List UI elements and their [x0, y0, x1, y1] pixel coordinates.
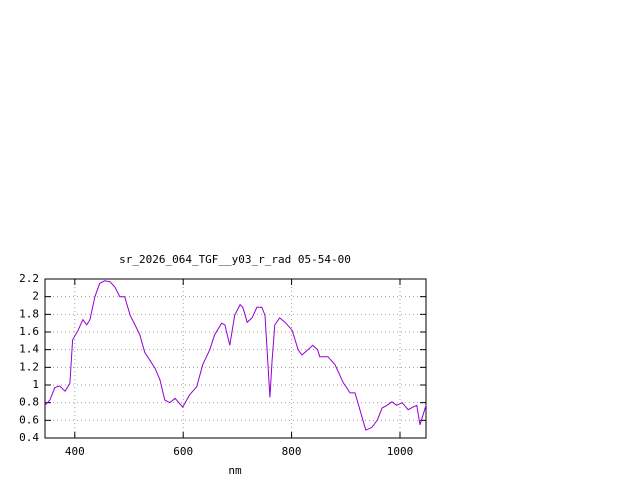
x-tick-label: 400: [65, 445, 85, 458]
y-tick-label: 0.4: [19, 431, 39, 444]
y-tick-label: 1.8: [19, 307, 39, 320]
plot-border: [44, 278, 427, 439]
data-line: [44, 280, 427, 431]
y-tick-label: 1.4: [19, 343, 39, 356]
x-tick-label: 600: [173, 445, 193, 458]
x-tick-label: 800: [282, 445, 302, 458]
x-axis-label: nm: [228, 464, 242, 477]
y-tick-label: 2.2: [19, 272, 39, 285]
x-tick-label: 1000: [387, 445, 414, 458]
y-tick-label: 0.8: [19, 396, 39, 409]
y-tick-label: 1.2: [19, 360, 39, 373]
chart-title: sr_2026_064_TGF__y03_r_rad 05-54-00: [119, 253, 351, 266]
y-tick-label: 0.6: [19, 413, 39, 426]
y-tick-label: 1.6: [19, 325, 39, 338]
y-tick-label: 2: [32, 290, 39, 303]
y-tick-label: 1: [32, 378, 39, 391]
